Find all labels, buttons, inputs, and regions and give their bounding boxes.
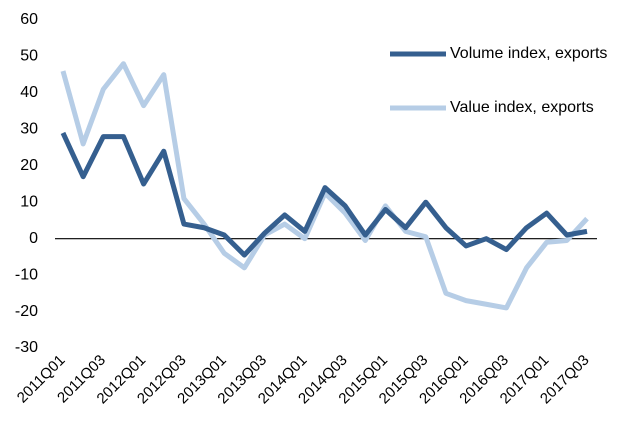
y-tick-label: -10 xyxy=(15,266,38,283)
legend-label: Value index, exports xyxy=(450,99,594,116)
legend-label: Volume index, exports xyxy=(450,45,607,62)
y-tick-label: -20 xyxy=(15,303,38,320)
y-tick-label: -30 xyxy=(15,339,38,356)
series-line xyxy=(60,131,588,258)
y-tick-label: 40 xyxy=(20,84,38,101)
y-tick-label: 20 xyxy=(20,157,38,174)
y-tick-label: 30 xyxy=(20,121,38,138)
y-tick-label: 60 xyxy=(20,11,38,28)
y-tick-label: 10 xyxy=(20,193,38,210)
y-tick-label: 50 xyxy=(20,48,38,65)
y-tick-label: 0 xyxy=(29,230,38,247)
